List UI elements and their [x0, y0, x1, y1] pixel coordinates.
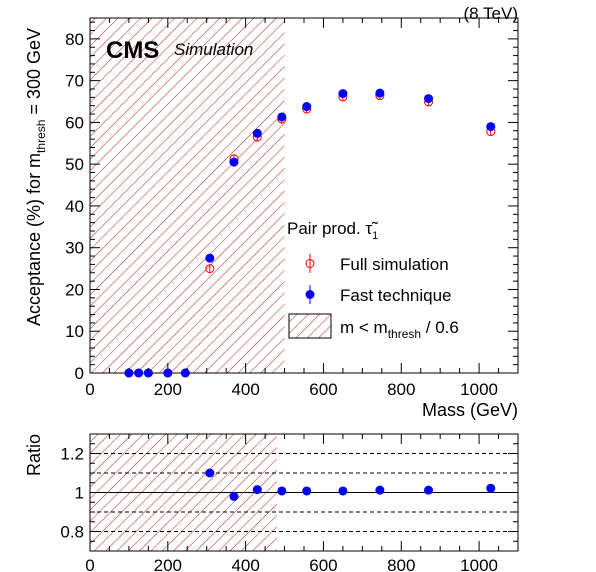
- y-tick-label: 0: [75, 364, 84, 383]
- legend-band-sub: thresh: [388, 327, 421, 341]
- data-point-fast: [180, 368, 190, 378]
- y-tick-label: 10: [65, 322, 84, 341]
- data-point-ratio: [205, 468, 215, 478]
- data-point-fast: [124, 368, 134, 378]
- data-point-fast: [205, 253, 215, 263]
- y-tick-label: 40: [65, 197, 84, 216]
- y-tick-label: 1.2: [60, 445, 84, 464]
- cms-label: CMS: [106, 37, 159, 64]
- data-point-fast: [375, 88, 385, 98]
- legend-band-swatch: [288, 313, 332, 339]
- legend-title-sub: 1: [372, 230, 378, 242]
- legend-band-label: m < mthresh / 0.6: [340, 318, 459, 341]
- data-point-fast: [338, 89, 348, 99]
- data-point-ratio: [338, 486, 348, 496]
- legend-title: Pair prod. τ̃1: [287, 219, 378, 242]
- data-point-fast: [163, 368, 173, 378]
- bottom-panel: 0 200 400 600 800 1000 0.8 1 1.2 Ratio: [24, 433, 519, 572]
- data-point-fast: [302, 102, 312, 112]
- legend-fast-marker: [305, 290, 315, 299]
- y-tick-label: 60: [65, 113, 84, 132]
- x-tick-label: 800: [387, 380, 415, 399]
- bottom-data-points: [205, 468, 496, 501]
- x-tick-label: 600: [309, 380, 337, 399]
- y-tick-label: 80: [65, 30, 84, 49]
- legend-band-main: m < m: [340, 318, 388, 337]
- legend-title-main: Pair prod. τ̃: [287, 219, 378, 238]
- y-tick-label: 70: [65, 72, 84, 91]
- legend: Pair prod. τ̃1 Full simulation Fast tech…: [287, 219, 459, 341]
- y-label-sub: thresh: [34, 120, 48, 153]
- y-tick-label: 30: [65, 239, 84, 258]
- x-tick-label: 200: [154, 380, 182, 399]
- data-point-ratio: [252, 485, 262, 495]
- top-y-ticks: 0 10 20 30 40 50 60 70 80: [65, 21, 518, 383]
- data-point-ratio: [229, 491, 239, 501]
- data-point-ratio: [302, 486, 312, 496]
- data-point-fast: [277, 112, 287, 122]
- y-tick-label: 1: [75, 484, 84, 503]
- top-panel: 0 200 400 600 800 1000 0 10 20 30 40 50 60 70 80 (8 T…: [24, 4, 519, 420]
- x-tick-label: 600: [309, 556, 337, 572]
- x-tick-label: 800: [387, 556, 415, 572]
- x-tick-label: 1000: [460, 556, 498, 572]
- top-hatch-region: [90, 18, 285, 373]
- data-point-fast: [252, 128, 262, 138]
- legend-fast-label: Fast technique: [340, 286, 452, 305]
- data-point-fast: [424, 94, 434, 104]
- bottom-x-ticks: 0 200 400 600 800 1000: [85, 434, 519, 572]
- top-y-axis-label: Acceptance (%) for mthresh = 300 GeV: [24, 28, 48, 326]
- y-label-tail: = 300 GeV: [24, 28, 44, 120]
- data-point-ratio: [375, 485, 385, 495]
- y-label-main: Acceptance (%) for m: [24, 153, 44, 326]
- bottom-y-axis-label: Ratio: [24, 434, 44, 476]
- data-point-fast: [486, 122, 496, 132]
- data-point-ratio: [277, 486, 287, 496]
- y-tick-label: 0.8: [60, 523, 84, 542]
- bottom-reference-lines: [90, 453, 518, 532]
- data-point-fast: [143, 368, 153, 378]
- data-point-ratio: [486, 483, 496, 493]
- x-tick-label: 0: [85, 556, 94, 572]
- x-tick-label: 400: [231, 380, 259, 399]
- legend-full-marker: [305, 259, 315, 268]
- data-point-fast: [229, 157, 239, 167]
- legend-full-label: Full simulation: [340, 255, 449, 274]
- x-tick-label: 0: [85, 380, 94, 399]
- y-tick-label: 50: [65, 155, 84, 174]
- top-data-points: [124, 88, 496, 378]
- x-tick-label: 1000: [460, 380, 498, 399]
- top-x-ticks: 0 200 400 600 800 1000: [85, 18, 519, 399]
- legend-band-tail: / 0.6: [421, 318, 459, 337]
- x-tick-label: 200: [154, 556, 182, 572]
- data-point-fast: [134, 368, 144, 378]
- energy-label: (8 TeV): [464, 4, 519, 23]
- x-tick-label: 400: [231, 556, 259, 572]
- bottom-y-ticks: 0.8 1 1.2: [60, 433, 518, 552]
- top-x-axis-label: Mass (GeV): [422, 400, 518, 420]
- data-point-ratio: [424, 485, 434, 495]
- cms-sublabel: Simulation: [174, 40, 253, 59]
- y-tick-label: 20: [65, 280, 84, 299]
